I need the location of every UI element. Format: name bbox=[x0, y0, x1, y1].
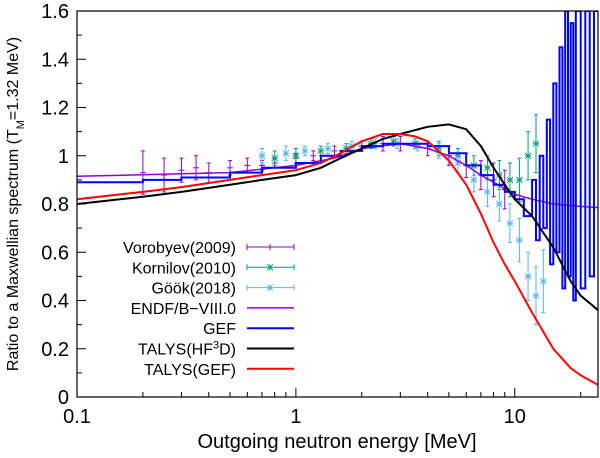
y-tick-label: 0.6 bbox=[41, 242, 69, 264]
y-tick-label: 0 bbox=[58, 387, 69, 409]
data-point bbox=[532, 266, 540, 326]
marker bbox=[282, 149, 290, 157]
marker bbox=[532, 140, 540, 148]
marker bbox=[516, 236, 523, 244]
y-tick-label: 1.6 bbox=[41, 1, 69, 23]
legend-label: TALYS(HF3D) bbox=[138, 340, 236, 359]
x-tick-label: 10 bbox=[504, 406, 526, 428]
data-point bbox=[282, 145, 290, 162]
legend-label: Göök(2018) bbox=[152, 281, 237, 298]
data-point bbox=[470, 167, 478, 193]
marker bbox=[516, 176, 523, 184]
marker bbox=[484, 188, 491, 196]
data-point bbox=[524, 251, 532, 301]
marker bbox=[454, 159, 462, 167]
legend: Vorobyev(2009) Kornilov(2010) Göök(2018) EN… bbox=[92, 235, 297, 379]
marker bbox=[324, 145, 332, 152]
marker bbox=[506, 219, 514, 227]
x-axis-label: Outgoing neutron energy [MeV] bbox=[197, 431, 476, 453]
data-point bbox=[161, 157, 168, 193]
marker bbox=[470, 176, 478, 184]
marker bbox=[532, 292, 540, 300]
marker bbox=[271, 154, 279, 162]
data-point bbox=[454, 152, 462, 174]
marker bbox=[266, 263, 274, 271]
legend-label-part: D) bbox=[219, 342, 236, 359]
data-point bbox=[193, 155, 200, 181]
legend-swatch bbox=[246, 284, 295, 291]
marker bbox=[506, 176, 514, 184]
y-tick-label: 0.4 bbox=[41, 291, 69, 313]
data-point bbox=[324, 143, 332, 154]
marker bbox=[524, 273, 532, 280]
y-tick-label: 1.2 bbox=[41, 98, 69, 120]
data-point bbox=[524, 131, 532, 181]
y-tick-label: 1.4 bbox=[41, 49, 69, 71]
data-point bbox=[317, 145, 325, 157]
data-point bbox=[484, 176, 491, 207]
data-point bbox=[532, 114, 540, 174]
data-point bbox=[271, 150, 279, 166]
legend-label-part: TALYS(HF bbox=[138, 342, 213, 359]
series-step-4 bbox=[77, 11, 598, 302]
legend-label: Kornilov(2010) bbox=[132, 260, 236, 277]
legend-label: ENDF/B−VIII.0 bbox=[131, 301, 236, 318]
marker bbox=[258, 152, 266, 160]
data-point bbox=[495, 186, 503, 222]
legend-label: Vorobyev(2009) bbox=[123, 240, 236, 257]
data-point bbox=[310, 150, 317, 162]
data-point bbox=[301, 145, 309, 157]
data-point bbox=[506, 203, 514, 244]
y-tick-label: 0.2 bbox=[41, 339, 69, 361]
legend-swatch bbox=[246, 263, 295, 271]
series-line-6 bbox=[77, 133, 598, 386]
plot-area bbox=[77, 11, 598, 386]
legend-label-sup: 3 bbox=[213, 340, 219, 352]
legend-label: GEF bbox=[203, 321, 236, 338]
data-point bbox=[539, 249, 547, 314]
series-line-5 bbox=[77, 123, 598, 311]
y-tick-label: 1 bbox=[58, 146, 69, 168]
data-point bbox=[516, 217, 523, 263]
legend-label: TALYS(GEF) bbox=[144, 362, 236, 379]
axis-ticks: 0 0.2 0.4 0.6 0.8 1 1.2 1.4 1.6 0.1 1 10 bbox=[41, 1, 582, 428]
marker bbox=[484, 164, 491, 172]
data-point bbox=[258, 148, 266, 164]
data-point bbox=[139, 150, 146, 195]
marker bbox=[539, 277, 547, 285]
marker bbox=[524, 152, 532, 160]
y-tick-label: 0.8 bbox=[41, 194, 69, 216]
data-point bbox=[292, 148, 300, 164]
x-tick-label: 0.1 bbox=[63, 406, 91, 428]
marker bbox=[266, 284, 274, 291]
marker bbox=[317, 147, 325, 155]
y-axis-label: Ratio to a Maxwellian spectrum (TM=1.32 … bbox=[5, 37, 27, 371]
marker bbox=[301, 147, 309, 155]
x-tick-label: 1 bbox=[290, 406, 301, 428]
legend-background bbox=[92, 235, 297, 375]
marker bbox=[292, 152, 300, 160]
legend-swatch bbox=[246, 244, 295, 250]
marker bbox=[495, 200, 503, 208]
